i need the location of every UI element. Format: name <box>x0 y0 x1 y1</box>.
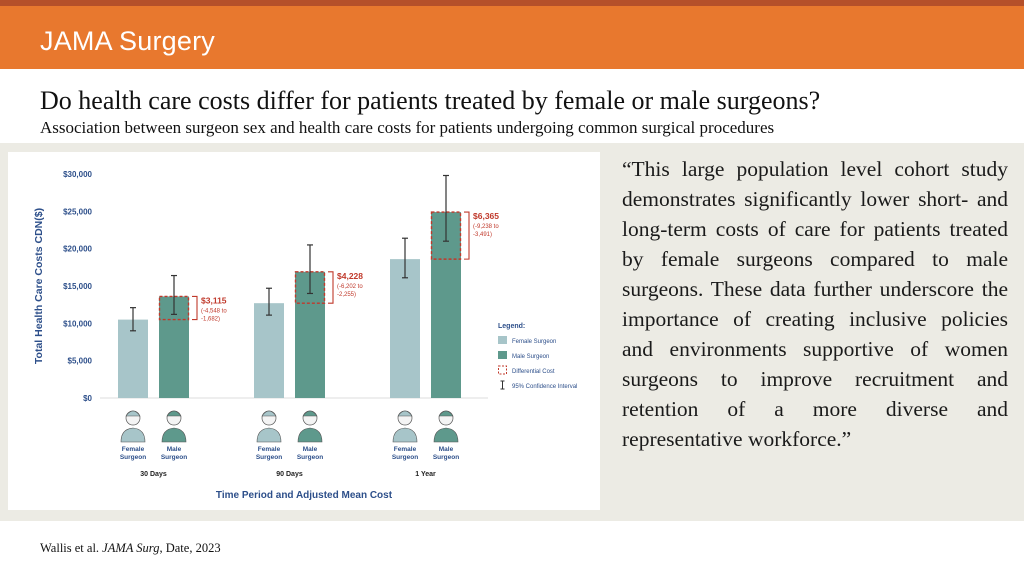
legend-item-label: Male Surgeon <box>512 354 549 360</box>
legend-item-label: Female Surgeon <box>512 339 556 345</box>
surgeon-icon <box>261 410 277 417</box>
surgeon-icon <box>302 410 318 417</box>
bar-label: Male <box>167 446 182 453</box>
bar-label: Female <box>394 446 417 453</box>
surgeon-icon <box>397 410 413 417</box>
legend-swatch-male <box>498 351 507 359</box>
bar-label: Surgeon <box>120 454 146 461</box>
citation-journal: JAMA Surg <box>102 541 160 555</box>
differential-ci: (-6,202 to <box>337 284 363 290</box>
differential-bracket <box>464 211 470 260</box>
differential-value: $3,115 <box>201 295 227 305</box>
differential-ci: -3,491) <box>473 232 492 238</box>
surgeon-icon <box>256 427 282 443</box>
bar-label: Surgeon <box>433 454 459 461</box>
bar-label: Surgeon <box>392 454 418 461</box>
y-tick-label: $0 <box>83 394 92 403</box>
y-tick-label: $5,000 <box>68 357 93 366</box>
chart-panel: $0 $5,000 $10,000 $15,000 $20,000 $25,000 $30,… <box>8 152 600 510</box>
category-label: 1 Year <box>415 471 436 478</box>
bar-label: Surgeon <box>161 454 187 461</box>
quote-text: “This large population level cohort stud… <box>622 157 1008 451</box>
page-title: Do health care costs differ for patients… <box>40 86 821 115</box>
bar-female-surgeon <box>390 259 420 398</box>
legend-swatch-differential <box>498 365 507 375</box>
differential-ci: (-4,548 to <box>201 308 227 314</box>
differential-ci: -2,255) <box>337 292 356 298</box>
surgeon-icon <box>433 427 459 443</box>
bar-label: Male <box>439 446 454 453</box>
differential-bracket <box>192 295 198 321</box>
journal-name: JAMA Surgery <box>40 26 215 56</box>
legend-swatch-female <box>498 336 507 344</box>
differential-ci: -1,682) <box>201 316 220 322</box>
header-bar: JAMA Surgery <box>0 6 1024 69</box>
y-axis-label: Total Health Care Costs CDN($) <box>33 208 45 364</box>
y-tick-label: $30,000 <box>63 170 92 179</box>
bar-female-surgeon <box>254 303 284 398</box>
category-label: 90 Days <box>276 471 303 478</box>
citation-date: , Date, 2023 <box>159 541 221 555</box>
citation-authors: Wallis et al. <box>40 541 103 555</box>
differential-value: $4,228 <box>337 271 363 281</box>
y-tick-label: $15,000 <box>63 282 92 291</box>
legend-item-label: Differential Cost <box>512 369 555 375</box>
differential-value: $6,365 <box>473 211 499 221</box>
x-axis-label: Time Period and Adjusted Mean Cost <box>216 490 393 501</box>
bar-label: Female <box>122 446 145 453</box>
surgeon-icon <box>125 410 141 417</box>
y-tick-label: $25,000 <box>63 207 92 216</box>
surgeon-icon <box>120 427 146 443</box>
top-accent-line <box>0 0 1024 6</box>
bar-label: Surgeon <box>297 454 323 461</box>
differential-bracket <box>328 271 334 304</box>
bar-label: Surgeon <box>256 454 282 461</box>
differential-cost-box <box>294 271 326 304</box>
y-tick-label: $20,000 <box>63 245 92 254</box>
surgeon-icon <box>166 410 182 417</box>
bar-label: Female <box>258 446 281 453</box>
surgeon-icon <box>392 427 418 443</box>
legend-title: Legend: <box>498 323 525 330</box>
legend-item-label: 95% Confidence Interval <box>512 384 577 390</box>
y-tick-label: $10,000 <box>63 319 92 328</box>
bar-female-surgeon <box>118 319 148 398</box>
citation: Wallis et al. JAMA Surg, Date, 2023 <box>40 541 221 556</box>
differential-ci: (-9,238 to <box>473 224 499 230</box>
differential-cost-box <box>158 295 190 321</box>
page-subtitle: Association between surgeon sex and heal… <box>40 118 775 137</box>
category-label: 30 Days <box>140 471 167 478</box>
bar-label: Male <box>303 446 318 453</box>
bar-male-surgeon <box>431 212 461 398</box>
bar-chart: $0 $5,000 $10,000 $15,000 $20,000 $25,000 $30,… <box>33 170 577 501</box>
differential-cost-box <box>430 211 462 260</box>
surgeon-icon <box>438 410 454 417</box>
surgeon-icon <box>297 427 323 443</box>
surgeon-icon <box>161 427 187 443</box>
